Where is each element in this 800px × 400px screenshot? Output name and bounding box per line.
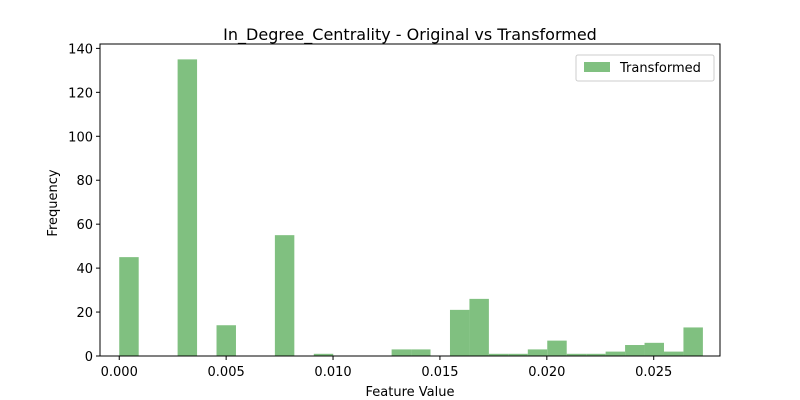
histogram-bar [508,353,528,356]
histogram-bar [527,349,548,356]
legend-box [575,54,715,82]
histogram-bar [625,345,645,356]
histogram-bar [663,351,684,356]
y-tick-label: 100 [68,130,93,145]
y-tick-label: 40 [76,262,93,277]
histogram-bar [177,59,198,357]
histogram-bar [411,349,431,356]
y-tick-label: 80 [76,174,93,189]
y-tick-label: 0 [85,350,93,365]
y-axis-title: Frequency [46,169,61,236]
histogram-bar [449,309,470,356]
histogram-bar [605,351,626,356]
histogram-bar [566,353,587,356]
histogram-bar [216,325,236,356]
x-axis-ticks: 0.000 0.005 0.010 0.015 0.020 0.025 [101,356,672,380]
histogram-bar [586,353,606,356]
chart-title: In_Degree_Centrality - Original vs Trans… [223,25,597,45]
y-tick-label: 140 [68,42,93,57]
y-tick-label: 120 [68,86,93,101]
x-tick-label: 0.020 [528,365,565,380]
x-tick-label: 0.005 [208,365,245,380]
histogram-bar [683,327,703,356]
plot-frame [99,43,721,357]
x-tick-label: 0.015 [421,365,458,380]
histogram-bar [644,342,664,356]
histogram-bar [119,257,139,356]
y-axis-ticks: 0 20 40 60 80 100 120 140 [68,42,100,365]
y-tick-label: 20 [76,306,93,321]
x-axis-title: Feature Value [366,385,455,400]
x-tick-label: 0.025 [635,365,672,380]
bars-group [119,59,703,357]
histogram-bar [274,235,295,356]
legend: Transformed [575,54,715,82]
histogram-bar [391,349,412,356]
histogram-bar [547,340,567,356]
x-tick-label: 0.000 [101,365,138,380]
histogram-bar [469,298,489,356]
histogram-bar [313,353,334,356]
y-tick-label: 60 [76,218,93,233]
legend-label: Transformed [619,61,701,76]
x-tick-label: 0.010 [314,365,351,380]
legend-swatch [584,62,610,72]
histogram-bar [488,353,509,356]
